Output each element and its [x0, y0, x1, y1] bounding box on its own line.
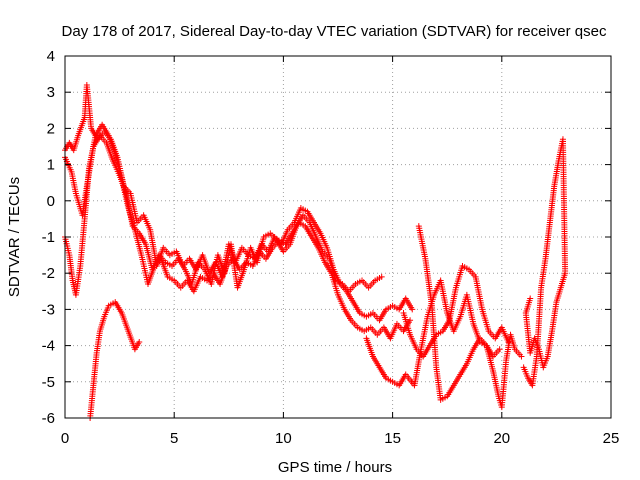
y-tick-label: 3	[47, 84, 55, 101]
plus-markers	[520, 136, 569, 389]
y-tick-label: -1	[42, 229, 55, 246]
x-tick-label: 15	[384, 430, 401, 447]
y-tick-label: 4	[47, 48, 55, 65]
series-arc-h	[520, 136, 569, 389]
y-tick-label: 0	[47, 193, 55, 210]
x-tick-label: 10	[275, 430, 292, 447]
plus-markers	[400, 262, 512, 360]
y-axis-label: SDTVAR / TECUs	[6, 177, 23, 297]
x-tick-label: 20	[493, 430, 510, 447]
x-tick-label: 5	[170, 430, 178, 447]
y-tick-label: -2	[42, 265, 55, 282]
x-tick-label: 0	[61, 430, 69, 447]
series-arc-g	[400, 262, 512, 360]
y-tick-label: -5	[42, 374, 55, 391]
grid	[65, 56, 611, 418]
data-series	[62, 81, 569, 421]
chart-title: Day 178 of 2017, Sidereal Day-to-day VTE…	[62, 23, 607, 40]
series-arc-f	[415, 223, 525, 411]
y-tick-label: 1	[47, 157, 55, 174]
x-axis-label: GPS time / hours	[278, 459, 392, 476]
plus-markers	[415, 223, 525, 411]
axis-ticks: 0 5 10 15 20 25 -6 -5 -4 -3 -2 -1 0 1 2 3 4	[42, 48, 620, 447]
x-tick-label: 25	[603, 430, 620, 447]
y-tick-label: 2	[47, 120, 55, 137]
y-tick-label: -4	[42, 338, 55, 355]
y-tick-label: -6	[42, 410, 55, 427]
y-tick-label: -3	[42, 301, 55, 318]
